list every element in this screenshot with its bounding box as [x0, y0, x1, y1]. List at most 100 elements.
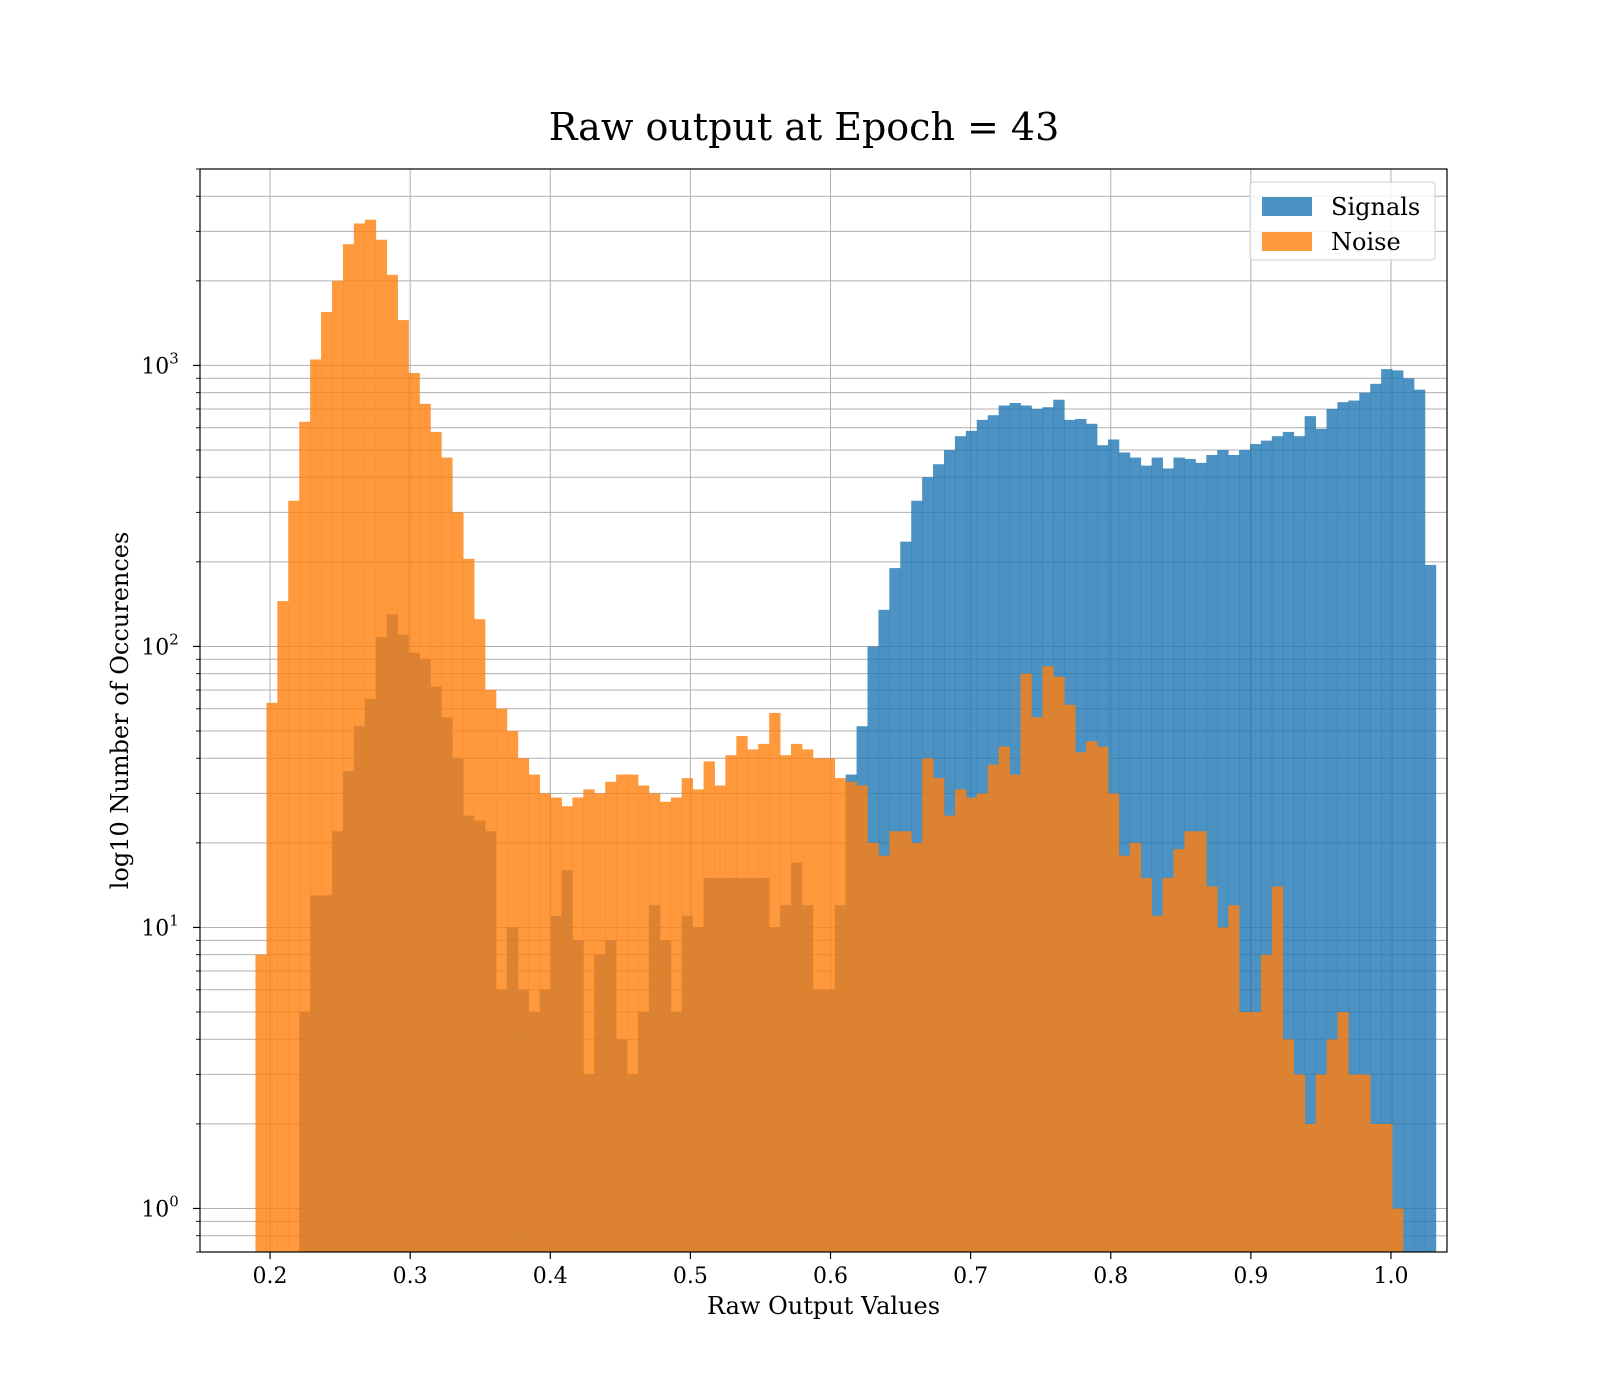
bar-noise: [277, 601, 289, 1252]
histogram-bars: [255, 219, 1437, 1253]
bar-noise: [310, 359, 322, 1253]
bar-signals: [1140, 465, 1153, 1252]
bar-signals: [1359, 392, 1371, 1252]
bar-noise: [1315, 1074, 1327, 1252]
bar-signals: [1315, 428, 1327, 1252]
bar-noise: [1097, 746, 1109, 1252]
bar-signals: [1413, 389, 1426, 1252]
bar-noise: [517, 758, 530, 1252]
chart-title: Raw output at Epoch = 43: [549, 105, 1060, 149]
bar-signals: [1370, 383, 1382, 1253]
legend: Signals Noise: [1249, 181, 1436, 261]
bar-noise: [288, 500, 300, 1253]
bar-noise: [627, 774, 639, 1252]
bar-noise: [321, 311, 333, 1252]
bar-noise: [506, 731, 519, 1252]
bar-noise: [1064, 704, 1076, 1252]
bar-noise: [790, 743, 803, 1252]
bar-signals: [1348, 400, 1360, 1252]
bar-noise: [528, 774, 541, 1252]
x-tick-label: 1.0: [1373, 1264, 1408, 1289]
bar-noise: [299, 421, 311, 1252]
bar-noise: [987, 764, 1000, 1252]
bar-noise: [397, 320, 409, 1252]
bar-noise: [1392, 1208, 1404, 1252]
bar-signals: [1271, 436, 1284, 1252]
bar-noise: [1260, 954, 1273, 1252]
bar-noise: [266, 702, 278, 1252]
bar-noise: [900, 831, 912, 1252]
bar-noise: [1107, 793, 1120, 1252]
bar-noise: [965, 797, 978, 1252]
bar-signals: [1217, 450, 1229, 1252]
bar-signals: [1392, 370, 1404, 1252]
bar-signals: [1403, 378, 1415, 1252]
bar-noise: [758, 743, 770, 1252]
bar-noise: [648, 793, 661, 1252]
bar-noise: [922, 758, 934, 1252]
bar-noise: [823, 758, 836, 1252]
bar-noise: [1326, 1039, 1338, 1252]
bar-noise: [889, 831, 901, 1252]
bar-noise: [463, 558, 475, 1252]
bar-noise: [1118, 855, 1131, 1252]
bar-noise: [769, 712, 781, 1252]
bar-noise: [1086, 741, 1098, 1252]
bar-noise: [1009, 774, 1021, 1252]
bar-noise: [441, 457, 453, 1252]
bar-noise: [976, 793, 989, 1252]
bar-noise: [550, 797, 562, 1252]
bar-noise: [637, 785, 650, 1252]
bar-noise: [1184, 831, 1196, 1252]
bar-noise: [539, 793, 551, 1252]
bar-noise: [747, 749, 759, 1252]
bar-noise: [594, 793, 606, 1252]
bar-noise: [725, 755, 737, 1252]
x-tick-label: 0.8: [1093, 1264, 1128, 1289]
bar-signals: [1228, 455, 1240, 1252]
bar-signals: [1381, 369, 1393, 1252]
bar-noise: [1370, 1123, 1382, 1252]
bar-noise: [1053, 676, 1065, 1252]
bar-noise: [954, 789, 967, 1252]
x-tick-label: 0.7: [953, 1264, 988, 1289]
bar-noise: [386, 274, 398, 1252]
bar-noise: [1293, 1074, 1306, 1252]
bar-noise: [1206, 886, 1218, 1252]
bar-noise: [331, 280, 344, 1253]
bar-noise: [736, 736, 748, 1252]
bar-noise: [681, 778, 694, 1252]
bar-noise: [583, 789, 595, 1252]
bar-noise: [561, 806, 573, 1252]
bar-signals: [1424, 564, 1437, 1252]
bar-noise: [452, 512, 464, 1252]
bar-noise: [670, 797, 683, 1252]
bar-noise: [801, 749, 814, 1252]
bar-noise: [572, 797, 584, 1252]
bar-noise: [1162, 877, 1174, 1252]
bar-noise: [1151, 915, 1163, 1252]
bar-noise: [430, 431, 442, 1252]
x-tick-label: 0.6: [813, 1264, 848, 1289]
x-tick-label: 0.3: [393, 1264, 428, 1289]
bar-noise: [1239, 1012, 1251, 1252]
bar-noise: [1075, 752, 1087, 1252]
bar-noise: [812, 758, 825, 1252]
bar-noise: [867, 842, 879, 1252]
bar-signals: [1293, 436, 1306, 1252]
bar-noise: [845, 781, 857, 1252]
bar-noise: [780, 755, 792, 1252]
y-tick-label: 101: [141, 911, 179, 941]
series-noise-bars: [255, 219, 1404, 1253]
bar-noise: [1217, 927, 1229, 1252]
bar-noise: [878, 855, 890, 1252]
bar-noise: [834, 778, 847, 1252]
bar-noise: [933, 778, 945, 1252]
bar-noise: [944, 815, 956, 1252]
bar-noise: [998, 746, 1010, 1252]
bar-signals: [1282, 431, 1295, 1252]
legend-label-noise: Noise: [1331, 228, 1401, 256]
x-tick-label: 0.9: [1233, 1264, 1268, 1289]
bar-noise: [353, 223, 366, 1253]
